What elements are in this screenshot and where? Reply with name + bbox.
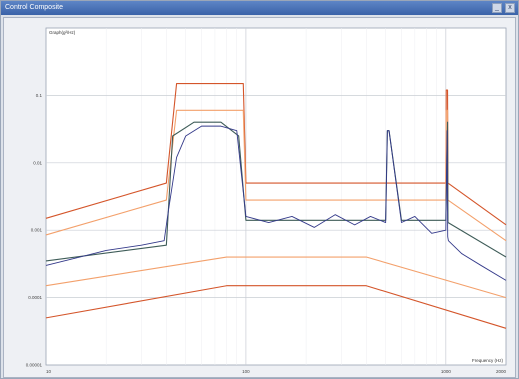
window-controls: _ x — [492, 3, 515, 13]
y-tick-label: 0.01 — [33, 160, 42, 165]
plot-area — [45, 27, 507, 366]
x-axis-label: Frequency (Hz) — [472, 358, 504, 363]
series-alarm-lower-line — [45, 256, 507, 299]
y-tick-label: 0.001 — [31, 228, 43, 233]
y-tick-label: 0.0001 — [28, 295, 42, 300]
close-button[interactable]: x — [505, 3, 515, 13]
minimize-button[interactable]: _ — [492, 3, 502, 13]
series-control-line — [45, 125, 507, 281]
x-tick-label: 1000 — [441, 369, 452, 374]
window-titlebar[interactable]: Control Composite _ x — [1, 1, 518, 15]
y-tick-label: 0.1 — [36, 93, 43, 98]
window-title: Control Composite — [5, 4, 63, 11]
plot-frame: 0.1 0.01 0.001 0.0001 0.00001 10 100 1000 2000 Gr… — [3, 17, 516, 378]
x-tick-label: 2000 — [496, 369, 507, 374]
y-axis-unit-label: Graph(g²/Hz) — [49, 30, 76, 35]
series-abort-lower-line — [45, 285, 507, 329]
x-tick-label: 10 — [46, 369, 52, 374]
y-tick-label: 0.00001 — [26, 363, 43, 368]
x-tick-label: 100 — [242, 369, 250, 374]
